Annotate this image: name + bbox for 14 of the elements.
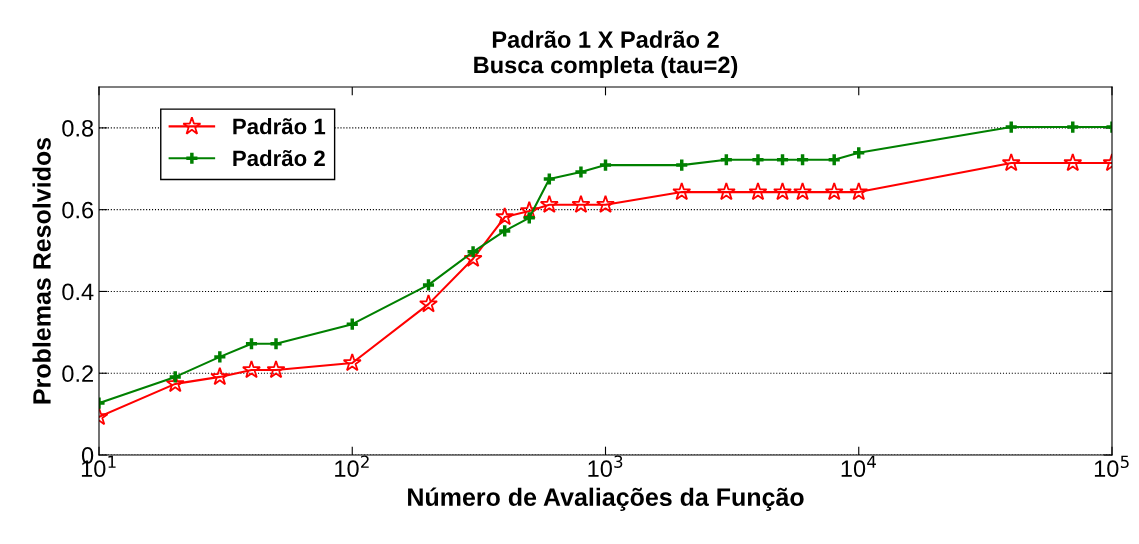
y-tick-label: 0.6: [62, 201, 94, 219]
y-tick-label: 0.4: [62, 283, 94, 301]
chart-subtitle: Busca completa (tau=2): [474, 56, 738, 79]
y-axis-title: Problemas Resolvidos: [32, 137, 51, 404]
legend-label: Padrão 2: [233, 149, 325, 167]
y-tick-label: 0.8: [62, 119, 94, 137]
y-tick-label: 0.2: [62, 365, 93, 383]
x-tick-label: 10$^{4}$: [841, 455, 876, 478]
legend-label: Padrão 1: [233, 118, 326, 135]
x-tick-label: 10$^{5}$: [1094, 455, 1129, 478]
x-axis-title: Número de Avaliações da Função: [408, 487, 804, 511]
x-tick-label: 10$^{2}$: [335, 455, 369, 478]
chart-title: Padrão 1 X Padrão 2: [492, 30, 719, 48]
x-tick-label: 10$^{3}$: [588, 455, 623, 478]
